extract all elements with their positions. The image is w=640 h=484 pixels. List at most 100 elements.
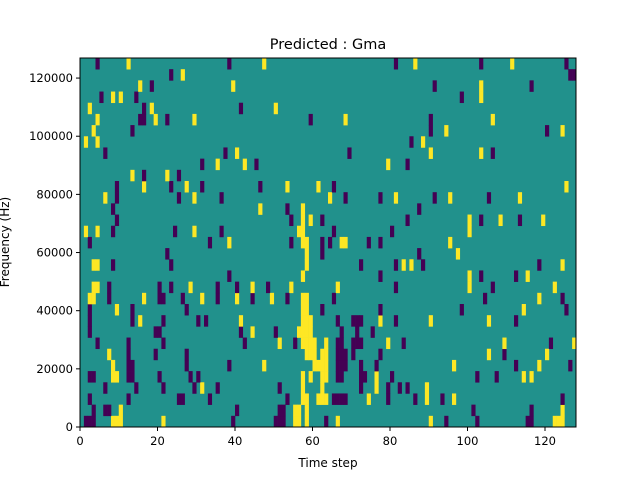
heatmap-cell-low	[440, 393, 445, 405]
heatmap-cell-low	[281, 404, 286, 417]
heatmap-cell-high	[424, 382, 430, 394]
heatmap-cell-low	[545, 125, 550, 137]
heatmap-cell-high	[521, 371, 526, 383]
heatmap-cell-high	[552, 415, 557, 428]
heatmap-cell-low	[479, 214, 484, 227]
heatmap-cell-high	[118, 415, 123, 428]
heatmap-cell-low	[359, 371, 364, 383]
heatmap-cell-low	[351, 348, 356, 361]
heatmap-cell-low	[343, 192, 348, 204]
heatmap-cell-low	[169, 69, 174, 81]
x-tick-label: 60	[305, 434, 320, 448]
heatmap-cell-high	[142, 292, 147, 305]
heatmap-cell-low	[293, 337, 298, 350]
heatmap-cell-high	[111, 371, 116, 383]
heatmap-cell-low	[475, 415, 480, 428]
heatmap-cell-low	[564, 304, 569, 316]
heatmap-cell-low	[525, 415, 530, 428]
heatmap-cell-low	[91, 404, 96, 417]
heatmap-cell-low	[359, 359, 364, 372]
heatmap-cell-high	[180, 69, 185, 81]
heatmap-cell-high	[320, 359, 325, 372]
heatmap-cell-high	[386, 158, 391, 171]
heatmap-cell-high	[304, 236, 309, 249]
heatmap-cell-high	[517, 192, 523, 204]
heatmap-cell-low	[444, 415, 449, 428]
heatmap-cell-low	[405, 382, 410, 394]
heatmap-cell-high	[165, 169, 170, 182]
heatmap-cell-low	[180, 292, 185, 305]
heatmap-cell-low	[370, 326, 375, 338]
heatmap-cell-high	[498, 214, 503, 227]
heatmap-cell-high	[300, 203, 306, 215]
heatmap-cell-low	[235, 404, 240, 417]
heatmap-cell-low	[359, 259, 364, 271]
heatmap-cell-low	[242, 337, 247, 350]
heatmap-cell-high	[91, 125, 96, 137]
heatmap-cell-low	[161, 382, 166, 394]
heatmap-cell-low	[111, 225, 116, 238]
heatmap-cell-high	[366, 393, 371, 405]
heatmap-cell-low	[157, 292, 162, 305]
heatmap-cell-low	[289, 236, 294, 249]
x-tick-label: 40	[228, 434, 243, 448]
heatmap-cell-low	[184, 348, 189, 361]
heatmap-cell-low	[204, 315, 209, 327]
heatmap-cell-high	[304, 248, 309, 260]
y-tick-label: 0	[66, 420, 73, 434]
heatmap-cell-low	[111, 203, 116, 215]
heatmap-cell-high	[114, 304, 120, 316]
heatmap-cell-high	[300, 326, 306, 338]
heatmap-cell-low	[196, 371, 201, 383]
heatmap-cell-high	[343, 113, 348, 126]
heatmap-cells	[83, 58, 577, 428]
heatmap-cell-high	[304, 337, 309, 350]
heatmap-cell-low	[215, 382, 220, 394]
heatmap-cell-low	[378, 304, 383, 316]
heatmap-cell-high	[308, 337, 313, 350]
heatmap-cell-high	[300, 337, 306, 350]
heatmap-cell-high	[479, 91, 484, 104]
heatmap-cell-low	[87, 315, 92, 327]
heatmap-cell-high	[285, 181, 290, 193]
heatmap-cell-low	[111, 259, 116, 271]
heatmap-cell-low	[165, 113, 170, 126]
heatmap-cell-high	[87, 292, 92, 305]
heatmap-cell-low	[227, 359, 232, 372]
heatmap-cell-low	[421, 259, 426, 271]
heatmap-cell-high	[188, 281, 193, 294]
heatmap-cell-high	[304, 393, 309, 405]
heatmap-cell-high	[560, 415, 565, 428]
heatmap-cell-low	[432, 192, 437, 204]
y-tick-label: 120000	[29, 71, 73, 85]
heatmap-cell-low	[130, 125, 135, 137]
heatmap-cell-low	[417, 248, 422, 260]
heatmap-cell-high	[316, 393, 321, 405]
heatmap-cell-high	[300, 236, 306, 249]
heatmap-cell-low	[157, 371, 162, 383]
heatmap-cell-low	[351, 337, 356, 350]
heatmap-cell-high	[192, 113, 197, 126]
heatmap-cell-low	[126, 359, 131, 372]
heatmap-cell-high	[304, 404, 309, 417]
heatmap-cell-high	[149, 102, 154, 115]
heatmap-cell-high	[262, 58, 267, 70]
heatmap-cell-high	[289, 281, 294, 294]
heatmap-cell-low	[157, 326, 162, 338]
heatmap-cell-low	[277, 415, 282, 428]
heatmap-cell-low	[475, 371, 480, 383]
heatmap-cell-low	[277, 382, 282, 394]
heatmap-cell-high	[320, 393, 325, 405]
heatmap-cell-low	[335, 315, 340, 327]
heatmap-cell-high	[300, 292, 306, 305]
heatmap-cell-low	[335, 337, 340, 350]
heatmap-cell-high	[502, 337, 507, 350]
heatmap-cell-high	[95, 259, 100, 271]
heatmap-cell-high	[138, 315, 143, 327]
heatmap-cell-low	[432, 80, 437, 92]
heatmap-cell-low	[320, 236, 325, 249]
heatmap-cell-high	[130, 169, 135, 182]
heatmap-cell-high	[413, 58, 418, 70]
heatmap-cell-high	[479, 147, 484, 159]
heatmap-cell-high	[444, 125, 449, 137]
